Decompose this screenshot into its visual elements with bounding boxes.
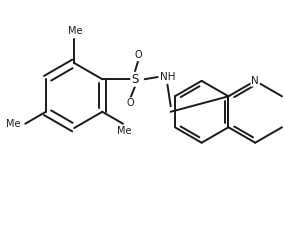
Text: S: S — [131, 73, 139, 86]
Text: Me: Me — [68, 26, 82, 36]
Text: O: O — [134, 50, 142, 60]
Text: N: N — [251, 76, 259, 86]
Text: NH: NH — [160, 72, 175, 82]
Text: O: O — [127, 98, 134, 108]
Text: Me: Me — [117, 126, 131, 136]
Text: Me: Me — [6, 119, 21, 129]
